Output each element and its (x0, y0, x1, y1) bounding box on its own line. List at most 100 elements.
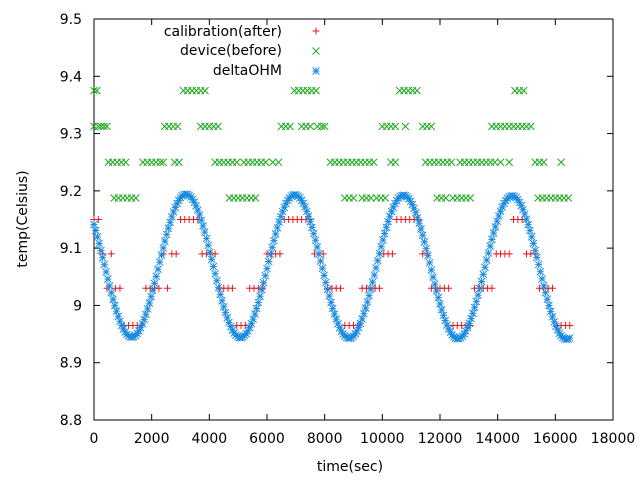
data-point (524, 220, 533, 229)
data-point (526, 226, 534, 235)
data-point (411, 208, 420, 217)
data-point (157, 251, 166, 259)
data-point (385, 212, 394, 221)
legend-marker-deltaohm (312, 67, 320, 75)
legend-label-device: device(before) (180, 43, 282, 59)
data-point (566, 321, 574, 329)
data-point (337, 284, 345, 292)
data-point (131, 194, 140, 202)
data-point (261, 158, 270, 167)
data-point (429, 273, 437, 281)
data-point (150, 279, 159, 288)
data-point (91, 226, 100, 235)
data-point (432, 287, 441, 295)
data-point (195, 211, 204, 219)
data-point (334, 319, 342, 328)
data-point (140, 315, 149, 324)
data-point (249, 315, 258, 323)
data-point (522, 215, 531, 223)
x-tick-label: 0 (90, 431, 99, 447)
data-point (147, 292, 155, 301)
data-point (517, 201, 526, 210)
data-point (496, 158, 505, 167)
legend-label-calibration: calibration(after) (164, 24, 282, 40)
data-point (427, 122, 436, 131)
data-point (439, 311, 448, 320)
data-point (261, 271, 270, 280)
data-point (263, 264, 271, 273)
data-point (318, 264, 327, 273)
data-point (539, 158, 548, 167)
data-point (434, 293, 443, 302)
y-tick-label: 8.9 (60, 356, 82, 372)
data-point (505, 158, 514, 167)
data-point (143, 305, 152, 313)
data-point (548, 284, 556, 292)
legend-marker-glyph (312, 27, 320, 35)
data-point (172, 250, 180, 258)
data-point (519, 86, 528, 95)
legend: calibration(after) device(before) deltaO… (164, 24, 320, 79)
data-point (441, 316, 450, 325)
data-point (254, 298, 263, 307)
data-point (264, 257, 273, 266)
data-point (257, 285, 266, 294)
data-point (309, 229, 318, 238)
data-point (413, 213, 422, 222)
data-point (366, 285, 375, 293)
data-point (155, 284, 163, 292)
data-point (302, 207, 311, 216)
data-point (100, 122, 108, 131)
data-point (328, 304, 337, 313)
data-point (90, 220, 98, 229)
data-point (546, 307, 555, 316)
data-point (430, 280, 439, 289)
data-point (330, 310, 339, 318)
data-point (360, 309, 368, 318)
data-point (266, 250, 275, 259)
series-2 (90, 86, 573, 202)
data-point (505, 250, 513, 258)
data-point (379, 236, 387, 244)
data-point (161, 237, 169, 245)
data-point (417, 225, 425, 233)
data-point (325, 292, 334, 300)
data-point (211, 269, 219, 278)
data-point (489, 229, 498, 237)
data-point (441, 194, 450, 202)
data-point (218, 296, 226, 305)
data-point (415, 219, 424, 227)
data-point (445, 284, 453, 292)
data-point (361, 304, 370, 312)
data-point (491, 223, 500, 231)
data-point (148, 286, 157, 295)
data-point (308, 223, 316, 232)
data-point (564, 194, 573, 202)
data-point (166, 218, 174, 227)
data-point (256, 292, 264, 301)
data-point (212, 276, 221, 285)
data-point (470, 303, 479, 312)
y-axis-label: temp(Celsius) (15, 170, 31, 267)
x-tick-label: 2000 (134, 431, 170, 447)
data-point (539, 282, 548, 290)
data-point (164, 224, 173, 233)
data-point (207, 255, 216, 264)
data-point (424, 251, 432, 260)
data-point (112, 307, 121, 315)
data-point (219, 303, 228, 311)
data-point (268, 158, 277, 167)
data-point (276, 250, 284, 258)
data-point (94, 216, 102, 223)
data-point (427, 266, 436, 274)
data-point (466, 194, 475, 202)
y-axis: 8.8 8.9 9 9.1 9.2 9.3 9.4 9.5 (60, 12, 613, 429)
data-point (313, 243, 322, 251)
data-point (484, 249, 493, 257)
data-point (316, 257, 325, 265)
data-point (202, 234, 211, 243)
legend-marker-glyph (312, 47, 320, 55)
data-point (372, 264, 380, 272)
data-point (107, 288, 116, 297)
data-point (200, 228, 209, 236)
